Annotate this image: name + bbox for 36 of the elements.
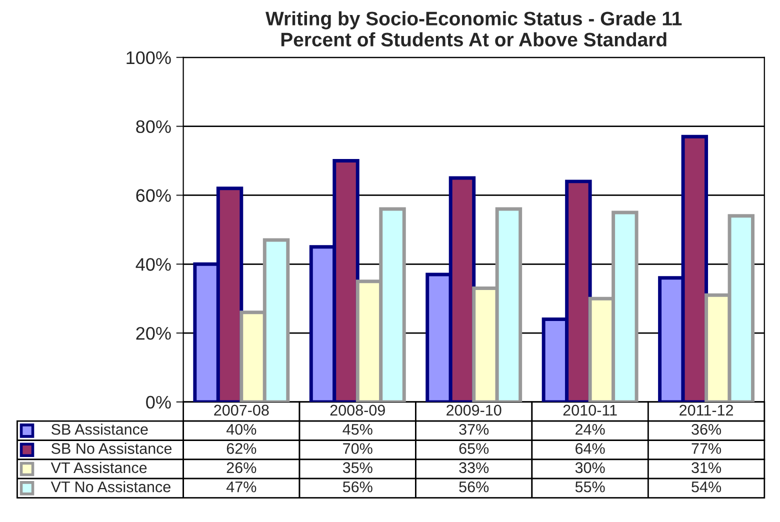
y-tick-label: 100% xyxy=(126,51,171,64)
data-label: 33% xyxy=(459,462,489,474)
legend-label: VT Assistance xyxy=(50,462,147,474)
data-label: 30% xyxy=(575,462,605,474)
x-tick-label: 2007-08 xyxy=(214,404,269,416)
y-tick-label: 40% xyxy=(136,258,171,271)
x-tick-label: 2008-09 xyxy=(330,404,385,416)
data-label: 54% xyxy=(692,482,722,492)
y-tick-label: 60% xyxy=(136,189,171,202)
data-label: 62% xyxy=(226,443,256,454)
data-label: 47% xyxy=(226,482,256,492)
data-label: 45% xyxy=(342,424,372,435)
data-label: 37% xyxy=(459,424,489,435)
data-label: 55% xyxy=(575,482,605,492)
y-tick-label: 80% xyxy=(136,120,171,134)
y-tick-label: 20% xyxy=(136,326,171,340)
data-label: 36% xyxy=(692,424,722,435)
data-label: 70% xyxy=(343,443,372,454)
legend-label: SB Assistance xyxy=(51,424,148,435)
data-label: 77% xyxy=(692,443,722,454)
data-label: 65% xyxy=(459,443,489,454)
data-label: 56% xyxy=(459,481,489,492)
data-label: 56% xyxy=(342,481,372,492)
data-label: 31% xyxy=(692,462,722,474)
data-label: 26% xyxy=(226,462,256,474)
x-tick-label: 2010-11 xyxy=(563,404,617,416)
chart-title: Writing by Socio-Economic Status - Grade 11 Percent of Students At or Above Standard xyxy=(266,11,682,46)
legend-label: SB No Assistance xyxy=(51,442,172,454)
y-tick-label: 0% xyxy=(146,396,171,409)
x-tick-label: 2009-10 xyxy=(446,404,502,416)
legend-label: VT No Assistance xyxy=(50,481,170,492)
data-label: 35% xyxy=(342,462,372,474)
data-label: 24% xyxy=(576,424,605,435)
data-label: 40% xyxy=(226,424,256,435)
x-tick-label: 2011-12 xyxy=(680,404,733,416)
data-label: 64% xyxy=(576,443,605,454)
